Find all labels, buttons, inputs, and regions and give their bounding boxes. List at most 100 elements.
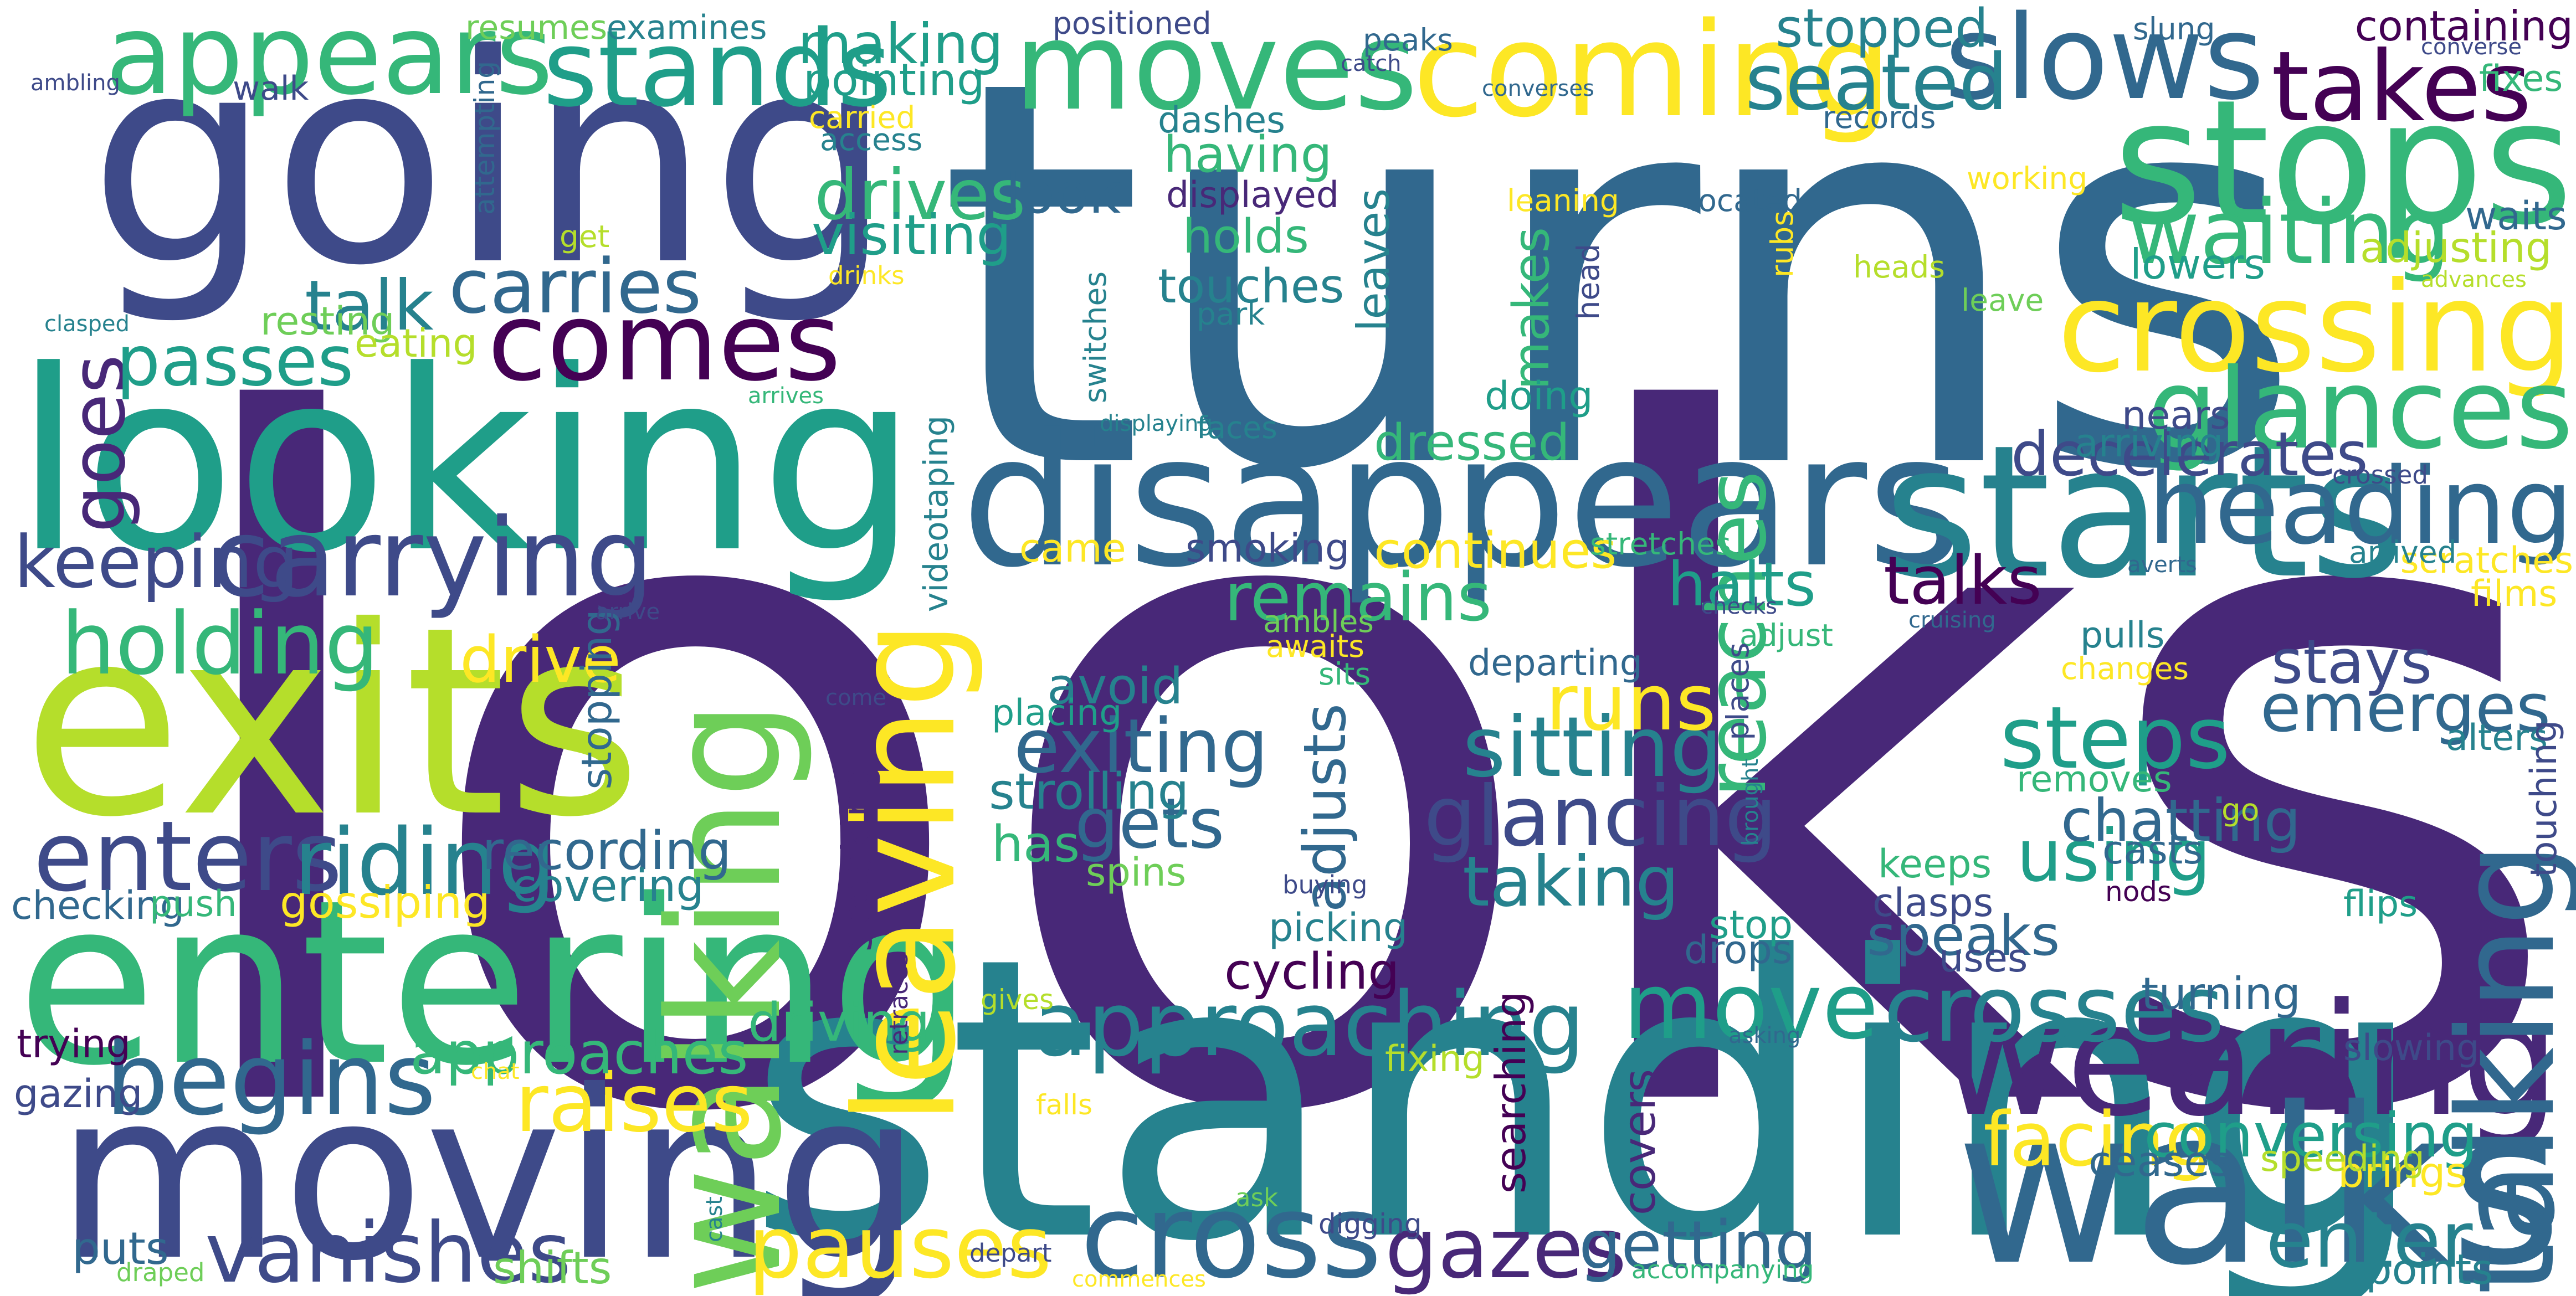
word-steps: steps	[2000, 688, 2231, 788]
word-stretches: stretches	[1590, 526, 1731, 562]
word-positioned: positioned	[1053, 6, 1212, 41]
word-gazing: gazing	[14, 1071, 143, 1117]
word-drinks: drinks	[828, 261, 905, 290]
word-leaves: leaves	[1348, 188, 1399, 332]
word-stopping: stopping	[572, 609, 621, 790]
word-eating: eating	[355, 321, 478, 366]
word-ambles: ambles	[1263, 604, 1374, 639]
word-nods: nods	[2105, 876, 2172, 908]
word-heading: heading	[2147, 445, 2573, 568]
word-remains: remains	[1224, 559, 1492, 636]
word-drops: drops	[1684, 927, 1793, 973]
word-advances: advances	[2421, 267, 2527, 292]
word-making: making	[798, 12, 1004, 76]
word-exits: exits	[22, 571, 642, 874]
word-chatting: chatting	[2061, 787, 2301, 855]
word-speaking: speaking	[833, 764, 881, 952]
word-changes: changes	[2061, 651, 2189, 686]
word-resumes: resumes	[465, 8, 608, 47]
word-pulls: pulls	[2080, 615, 2165, 656]
word-brought: brought	[1738, 759, 1763, 846]
word-pointing: pointing	[803, 54, 985, 106]
word-stop: stop	[1709, 902, 1793, 948]
word-uses: uses	[1939, 935, 2028, 981]
word-located: located	[1690, 183, 1803, 218]
word-taking: taking	[1463, 842, 1680, 922]
word-stops: stops	[2112, 63, 2573, 263]
word-draped: draped	[116, 1258, 205, 1287]
word-adjusting: adjusting	[2360, 223, 2552, 272]
word-comes: comes	[488, 279, 841, 405]
word-puts: puts	[72, 1223, 169, 1274]
word-averts: averts	[2127, 552, 2197, 578]
word-ask: ask	[1235, 1183, 1279, 1212]
word-get: get	[560, 219, 610, 254]
word-resting: resting	[260, 299, 395, 344]
word-awaits: awaits	[1266, 629, 1364, 664]
word-records: records	[1823, 100, 1936, 135]
word-seated: seated	[1745, 38, 2008, 128]
word-touching: touching	[2523, 720, 2565, 877]
word-arrived: arrived	[2349, 534, 2457, 570]
word-came: came	[1019, 526, 1126, 571]
word-passes: passes	[116, 321, 354, 402]
word-turns: turns	[936, 0, 2306, 586]
word-facing: facing	[1983, 1096, 2213, 1183]
word-chat: chat	[471, 1059, 520, 1084]
word-driving: driving	[748, 992, 930, 1053]
word-disappears: disappears	[961, 395, 1963, 608]
word-faces: faces	[1197, 410, 1277, 445]
word-halts: halts	[1667, 549, 1816, 620]
word-waits: waits	[2465, 193, 2567, 239]
word-commences: commences	[1072, 1267, 1206, 1292]
word-emerges: emerges	[2260, 670, 2551, 747]
word-scratches: scratches	[2400, 540, 2573, 582]
word-ambling: ambling	[30, 70, 120, 96]
word-looking: looking	[14, 317, 918, 608]
word-standing: standing	[745, 875, 2429, 1296]
word-having: having	[1163, 126, 1332, 184]
word-come: come	[825, 685, 887, 711]
word-points: points	[2365, 1245, 2493, 1294]
word-vanishes: vanishes	[205, 1205, 572, 1296]
word-talk: talk	[305, 266, 434, 346]
word-heads: heads	[1853, 249, 1945, 285]
word-containing: containing	[2354, 2, 2573, 50]
word-lowers: lowers	[2130, 240, 2266, 289]
word-exiting: exiting	[1014, 703, 1269, 790]
word-crossing: crossing	[2057, 255, 2573, 400]
word-walk: walk	[233, 69, 309, 108]
word-flips: flips	[2343, 883, 2418, 925]
word-crosses: crosses	[1884, 956, 2225, 1062]
word-gossiping: gossiping	[280, 877, 490, 928]
word-converse: converse	[2421, 34, 2522, 60]
word-trying: trying	[17, 1021, 131, 1067]
word-ceases: ceases	[2088, 1137, 2231, 1186]
word-using: using	[2016, 814, 2211, 898]
word-getting: getting	[1579, 1207, 1817, 1284]
word-fixes: fixes	[2479, 58, 2563, 100]
word-gives: gives	[981, 984, 1054, 1016]
word-moving: moving	[55, 1041, 922, 1296]
word-talks: talks	[1884, 543, 2042, 620]
word-coming: coming	[1413, 0, 1892, 146]
word-approaches: approaches	[410, 1020, 748, 1087]
word-picking: picking	[1269, 905, 1408, 950]
word-pauses: pauses	[748, 1197, 1052, 1296]
word-rubs: rubs	[1764, 210, 1800, 278]
word-dashes: dashes	[1158, 100, 1286, 141]
word-retraces: retraces	[884, 953, 914, 1055]
word-looks: looks	[152, 234, 2573, 1296]
word-brings: brings	[2338, 1148, 2467, 1197]
word-begins: begins	[105, 1022, 437, 1138]
word-shifts: shifts	[493, 1242, 612, 1294]
word-spins: spins	[1086, 850, 1187, 895]
word-decelerates: decelerates	[2011, 419, 2368, 490]
word-adjust: adjust	[1739, 618, 1833, 653]
word-checking: checking	[11, 883, 185, 928]
word-buying: buying	[1282, 870, 1368, 899]
word-arrive: arrive	[596, 599, 660, 625]
word-slung: slung	[2133, 11, 2215, 47]
word-runs: runs	[1546, 658, 1716, 748]
word-waiting: waiting	[2127, 181, 2451, 284]
